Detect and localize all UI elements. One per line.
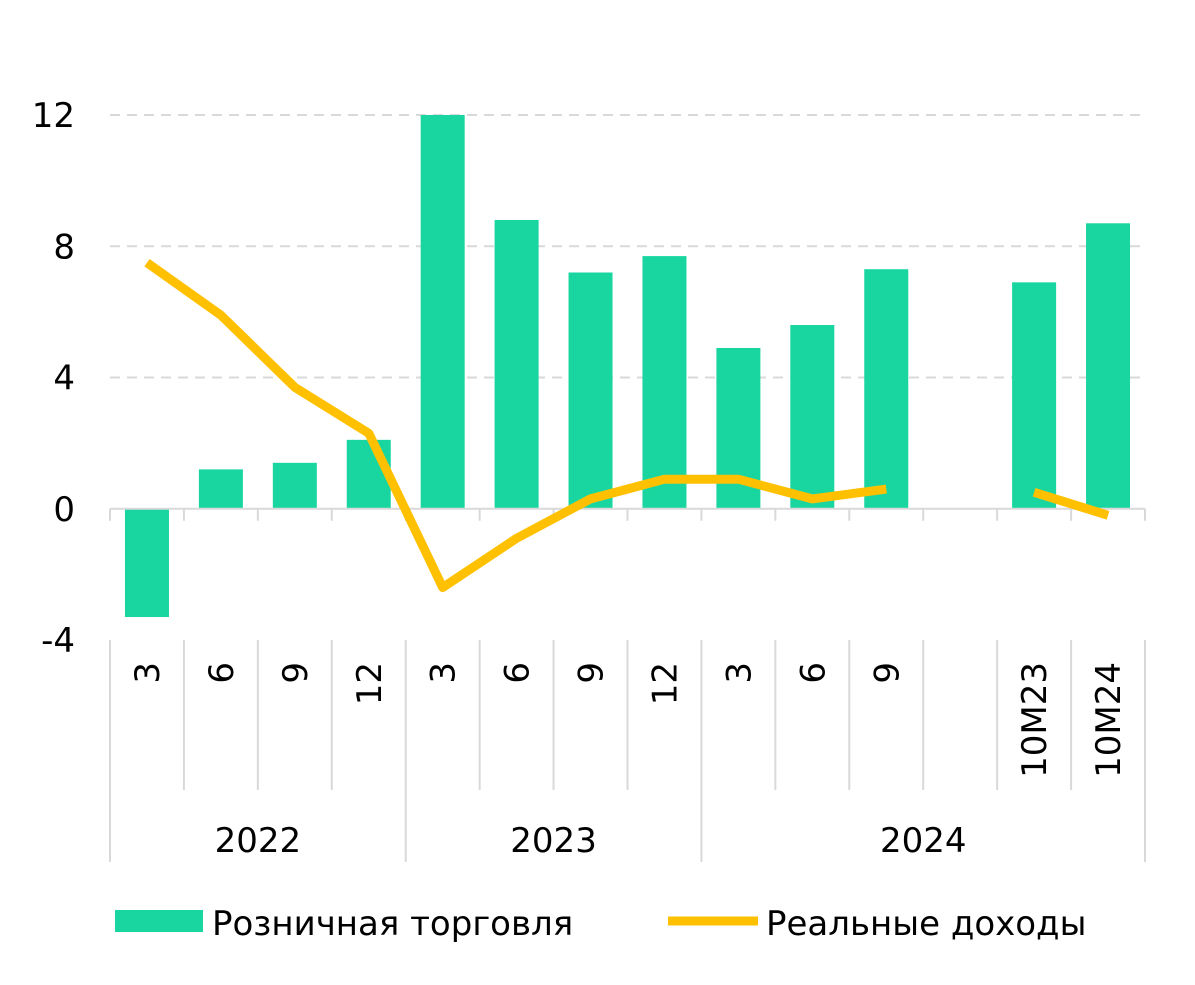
bar — [494, 220, 539, 509]
bar — [790, 325, 835, 509]
x-group-labels: 2022 2023 2024 — [215, 821, 967, 861]
bar — [568, 272, 613, 509]
x-category-label: 3 — [424, 662, 464, 684]
legend: Розничная торговля Реальные доходы — [115, 904, 1086, 944]
x-category-label: 12 — [645, 662, 685, 705]
x-category-label: 3 — [128, 662, 168, 684]
bar — [124, 508, 169, 618]
x-category-label: 3 — [719, 662, 759, 684]
x-category-label: 6 — [793, 662, 833, 684]
bar-series — [124, 115, 1131, 618]
x-category-label: 9 — [572, 662, 612, 684]
y-tick-label: 0 — [53, 490, 75, 530]
bar — [864, 269, 909, 509]
x-axis — [109, 507, 1146, 862]
bar — [198, 469, 243, 509]
bar — [420, 115, 465, 509]
y-tick-label: -4 — [41, 621, 75, 661]
x-category-label: 12 — [350, 662, 390, 705]
x-category-labels: 3 6 9 12 3 6 9 12 3 6 9 10M23 10M24 — [128, 662, 1129, 778]
bar — [272, 462, 317, 509]
y-tick-label: 4 — [53, 359, 75, 399]
x-category-label: 6 — [498, 662, 538, 684]
line-series — [144, 259, 1110, 592]
x-category-label: 10M24 — [1089, 662, 1129, 778]
x-category-label: 10M23 — [1015, 662, 1055, 778]
bar — [346, 439, 391, 509]
bar — [1086, 223, 1131, 509]
y-tick-label: 12 — [32, 96, 75, 136]
legend-label-retail: Розничная торговля — [212, 904, 573, 944]
x-group-label: 2023 — [510, 821, 597, 861]
x-category-label: 9 — [867, 662, 907, 684]
x-category-label: 9 — [276, 662, 316, 684]
gridlines — [110, 114, 1145, 379]
x-category-label: 6 — [202, 662, 242, 684]
y-tick-label: 8 — [53, 227, 75, 267]
legend-label-income: Реальные доходы — [766, 904, 1086, 944]
x-group-label: 2024 — [880, 821, 967, 861]
bar — [1012, 282, 1057, 509]
y-axis-ticks: -4 0 4 8 12 — [32, 96, 75, 661]
legend-swatch-retail — [115, 910, 203, 932]
x-group-label: 2022 — [215, 821, 302, 861]
bar — [642, 256, 687, 509]
